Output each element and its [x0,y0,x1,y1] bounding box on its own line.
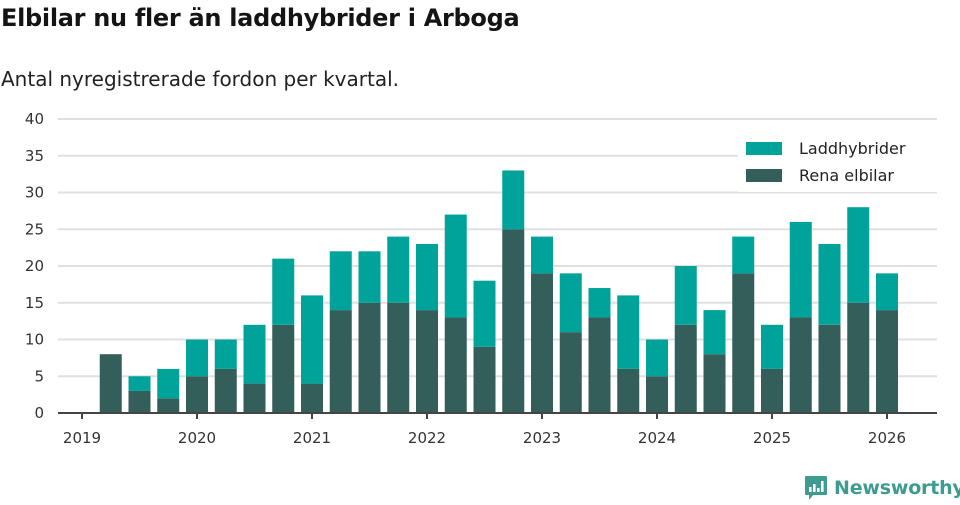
x-tick-label: 2019 [63,429,101,447]
y-tick-label: 0 [34,404,44,422]
bar-rena-elbilar [358,302,381,413]
bar-laddhybrider [588,288,611,318]
bar-rena-elbilar [416,310,438,413]
bar-rena-elbilar [157,398,180,413]
chart-title: Elbilar nu fler än laddhybrider i Arboga [1,4,520,32]
bar-rena-elbilar [761,368,783,413]
legend-item-laddhybrider: Laddhybrider [746,139,905,158]
x-tick-label: 2020 [178,429,216,447]
bar-laddhybrider [674,266,697,325]
y-tick-label: 35 [25,147,44,165]
y-tick-label: 40 [25,110,44,128]
bar-laddhybrider [358,251,381,303]
bar-laddhybrider [789,221,812,318]
bar-laddhybrider [186,339,208,377]
legend-item-rena-elbilar: Rena elbilar [746,166,894,185]
x-tick-label: 2024 [638,429,676,447]
legend-label: Rena elbilar [799,166,894,185]
bar-laddhybrider [732,236,755,274]
bar-laddhybrider [157,368,180,399]
bar-laddhybrider [531,236,553,274]
bar-laddhybrider [444,214,467,318]
bar-laddhybrider [559,273,582,333]
bar-rena-elbilar [847,302,870,413]
bar-laddhybrider [243,324,266,384]
x-tick-label: 2025 [753,429,791,447]
bar-rena-elbilar [502,229,525,413]
y-axis: 0 5 10 15 20 25 30 35 40 [25,110,44,422]
bar-rena-elbilar [272,324,295,413]
bar-laddhybrider [818,243,841,325]
bar-laddhybrider [847,207,870,303]
bar-rena-elbilar [588,317,611,413]
y-tick-label: 15 [25,294,44,312]
bar-rena-elbilar [531,273,553,413]
y-tick-label: 10 [25,331,44,349]
bar-laddhybrider [761,324,783,369]
bar-laddhybrider [703,310,726,355]
legend: Laddhybrider Rena elbilar [738,132,938,192]
bars [99,170,898,413]
bar-rena-elbilar [444,317,467,413]
bar-laddhybrider [329,251,352,311]
y-tick-label: 25 [25,220,44,238]
bar-rena-elbilar [876,310,898,413]
bar-rena-elbilar [186,376,208,413]
bar-rena-elbilar [818,324,841,413]
bar-rena-elbilar [732,273,755,413]
x-tick-label: 2021 [293,429,331,447]
y-tick-label: 20 [25,257,44,275]
legend-swatch-laddhybrider [746,142,782,155]
bar-rena-elbilar [128,390,151,413]
bar-rena-elbilar [646,376,668,413]
bar-laddhybrider [272,258,295,325]
bar-rena-elbilar [674,324,697,413]
bar-rena-elbilar [703,354,726,413]
bar-rena-elbilar [559,332,582,413]
bar-rena-elbilar [473,346,496,413]
bar-laddhybrider [473,280,496,347]
y-tick-label: 30 [25,184,44,202]
bar-rena-elbilar [387,302,410,413]
bar-laddhybrider [387,236,410,303]
bar-laddhybrider [617,295,640,369]
bar-rena-elbilar [617,368,640,413]
bar-rena-elbilar [329,310,352,413]
bar-rena-elbilar [301,383,323,413]
x-tick-label: 2023 [523,429,561,447]
newsworthy-logo[interactable]: Newsworthy [804,475,960,501]
bar-rena-elbilar [99,354,122,413]
chart-subtitle: Antal nyregistrerade fordon per kvartal. [1,67,400,91]
y-tick-label: 5 [34,367,44,385]
x-axis: 2019 2020 2021 2022 2023 2024 2025 2026 [58,412,937,447]
x-tick-label: 2026 [868,429,906,447]
bar-laddhybrider [128,376,151,391]
legend-label: Laddhybrider [799,139,906,158]
logo-text: Newsworthy [834,477,960,499]
bar-laddhybrider [502,170,525,230]
bar-rena-elbilar [789,317,812,413]
x-tick-label: 2022 [408,429,446,447]
bar-chart-speech-bubble-icon [805,476,827,500]
bar-rena-elbilar [243,383,266,413]
bar-laddhybrider [876,273,898,311]
bar-laddhybrider [416,243,438,311]
bar-laddhybrider [214,339,237,369]
bar-laddhybrider [646,339,668,377]
bar-rena-elbilar [214,368,237,413]
legend-swatch-rena-elbilar [746,169,782,182]
bar-laddhybrider [301,295,323,384]
